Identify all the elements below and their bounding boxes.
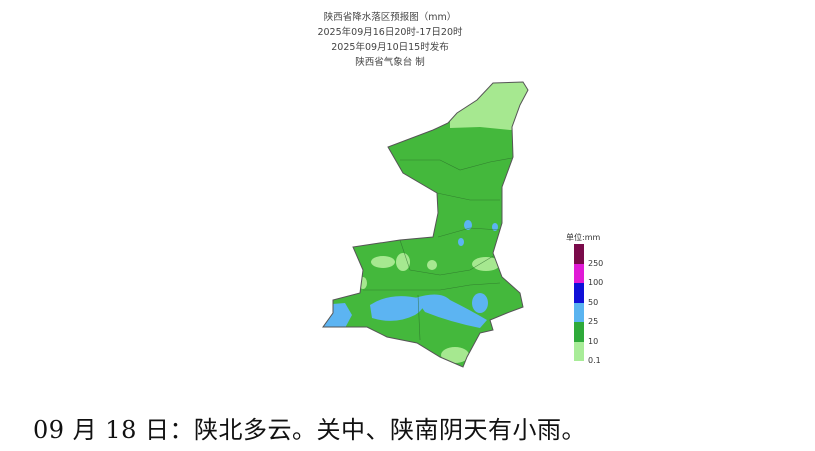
legend-label: 50 (588, 298, 599, 307)
title-line-4: 陕西省气象台 制 (355, 57, 425, 68)
light-rain-patch (371, 256, 395, 268)
legend-title: 单位:mm (566, 233, 601, 242)
legend-swatch (574, 283, 584, 303)
light-rain-patch (396, 253, 410, 271)
district-boundaries (363, 157, 513, 341)
legend-swatch (574, 263, 584, 283)
heavy-rain-area (415, 294, 487, 328)
title-line-1: 陕西省降水落区预报图（mm） (323, 12, 457, 23)
forecast-caption: 09 月 18 日：陕北多云。关中、陕南阴天有小雨。 (33, 416, 586, 444)
light-rain-patch (472, 257, 500, 271)
heavy-rain-area (492, 223, 498, 231)
legend-swatch (574, 322, 584, 342)
title-line-2: 2025年09月16日20时-17日20时 (317, 27, 463, 38)
heavy-rain-area (458, 238, 464, 246)
legend-label: 0.1 (588, 356, 601, 365)
light-rain-patch (359, 277, 367, 289)
legend-label: 10 (588, 337, 599, 346)
title-line-3: 2025年09月10日15时发布 (331, 42, 449, 53)
heavy-rain-area (464, 220, 472, 230)
light-rain-patch (441, 347, 469, 363)
heavy-rain-area (472, 293, 488, 313)
light-rain-area-north (450, 82, 528, 130)
legend-label: 100 (588, 278, 604, 287)
legend-swatch (574, 341, 584, 361)
legend-label: 250 (588, 259, 604, 268)
legend-swatch (574, 244, 584, 264)
heavy-rain-area (370, 296, 424, 321)
legend-label: 25 (588, 317, 599, 326)
map-title: 陕西省降水落区预报图（mm） 2025年09月16日20时-17日20时 202… (290, 10, 490, 70)
light-rain-patch (427, 260, 437, 270)
legend-swatch (574, 302, 584, 322)
